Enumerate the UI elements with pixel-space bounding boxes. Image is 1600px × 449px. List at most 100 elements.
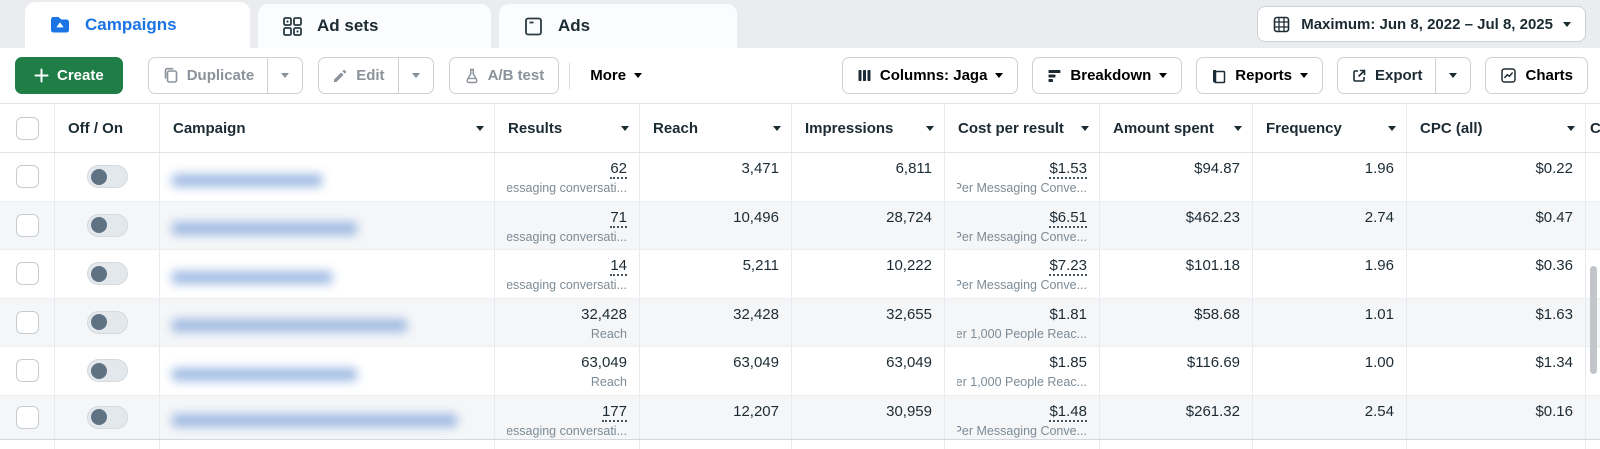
results-value: 63,049 — [581, 354, 627, 371]
edit-dropdown-button[interactable] — [397, 58, 433, 93]
edit-button-label: Edit — [356, 67, 385, 84]
header-results[interactable]: Results — [495, 104, 640, 152]
table-row[interactable]: 63,049 Reach 63,049 63,049 $1.85 Per 1,000… — [0, 347, 1600, 396]
cost-per-result-sub-label: Per 1,000 People Reac... — [957, 375, 1087, 389]
charts-button[interactable]: Charts — [1485, 57, 1588, 94]
results-value: 177 — [601, 402, 627, 422]
toggle-knob — [90, 265, 107, 282]
export-dropdown-button[interactable] — [1435, 58, 1470, 93]
chevron-down-icon — [995, 73, 1004, 78]
sort-caret-icon — [773, 125, 781, 131]
impressions-value: 6,811 — [895, 160, 932, 177]
duplicate-dropdown-button[interactable] — [267, 58, 302, 93]
cost-per-result-value: $1.85 — [1049, 354, 1087, 371]
columns-icon — [857, 68, 872, 83]
cpc-value: $0.16 — [1535, 402, 1573, 420]
table-row[interactable]: 14 Messaging conversati... 5,211 10,222 $… — [0, 250, 1600, 299]
cpc-value: $1.34 — [1535, 354, 1573, 371]
results-sub-label: Messaging conversati... — [507, 229, 627, 244]
table-row[interactable]: 32,428 Reach 32,428 32,655 $1.81 Per 1,000… — [0, 298, 1600, 347]
campaign-toggle[interactable] — [86, 310, 128, 334]
tab-ad-sets-label: Ad sets — [317, 16, 379, 35]
campaign-name-redacted[interactable] — [172, 173, 322, 187]
campaign-name-redacted[interactable] — [172, 270, 332, 284]
header-cpc-all[interactable]: CPC (all) — [1407, 104, 1586, 152]
campaign-name-redacted[interactable] — [172, 367, 357, 381]
tab-ads[interactable]: Ads — [499, 4, 737, 48]
cpc-value: $0.36 — [1535, 257, 1573, 274]
cost-per-result-value: $1.53 — [1049, 160, 1087, 179]
sort-caret-icon — [926, 125, 934, 131]
sort-caret-icon — [621, 125, 629, 131]
impressions-value: 28,724 — [886, 208, 932, 226]
campaign-toggle[interactable] — [86, 262, 128, 286]
chevron-down-icon — [1299, 73, 1308, 78]
ads-page-icon — [523, 16, 544, 37]
tab-ad-sets[interactable]: Ad sets — [258, 4, 491, 48]
toolbar-divider — [569, 62, 571, 89]
columns-button[interactable]: Columns: Jaga — [841, 57, 1019, 94]
cost-per-result-value: $6.51 — [1049, 208, 1087, 228]
cost-per-result-sub-label: Per Messaging Conve... — [957, 278, 1087, 292]
campaign-name-redacted[interactable] — [172, 414, 457, 427]
chevron-down-icon — [634, 73, 643, 78]
header-frequency[interactable]: Frequency — [1253, 104, 1407, 152]
header-impressions[interactable]: Impressions — [792, 104, 945, 152]
reach-value: 10,496 — [733, 208, 779, 226]
row-checkbox[interactable] — [15, 359, 39, 383]
row-checkbox[interactable] — [15, 405, 39, 429]
sort-caret-icon — [1081, 125, 1089, 131]
duplicate-split-button: Duplicate — [147, 57, 304, 94]
frequency-value: 1.96 — [1364, 257, 1394, 274]
ab-test-button[interactable]: A/B test — [448, 57, 560, 94]
reach-value: 63,049 — [733, 354, 779, 371]
partial-table-row — [0, 439, 1600, 449]
campaign-toggle[interactable] — [86, 213, 128, 237]
campaign-toggle[interactable] — [86, 359, 128, 383]
frequency-value: 2.74 — [1364, 208, 1394, 226]
ad-sets-grid-icon — [282, 16, 303, 37]
date-range-label: Maximum: Jun 8, 2022 – Jul 8, 2025 — [1301, 15, 1553, 33]
export-button[interactable]: Export — [1338, 58, 1436, 93]
tab-campaigns[interactable]: Campaigns — [25, 2, 250, 48]
row-checkbox[interactable] — [15, 213, 39, 237]
table-row[interactable]: 177 Messaging conversati... 12,207 30,959… — [0, 395, 1600, 439]
create-button[interactable]: Create — [15, 57, 123, 94]
date-range-button[interactable]: Maximum: Jun 8, 2022 – Jul 8, 2025 — [1257, 6, 1586, 42]
tab-campaigns-label: Campaigns — [85, 15, 177, 34]
edit-button[interactable]: Edit — [319, 58, 397, 93]
results-sub-label: Reach — [590, 326, 627, 341]
row-checkbox[interactable] — [15, 165, 39, 189]
cost-per-result-sub-label: Per 1,000 People Reac... — [957, 326, 1087, 341]
header-amount-spent[interactable]: Amount spent — [1100, 104, 1253, 152]
vertical-scrollbar-thumb[interactable] — [1590, 266, 1597, 374]
select-all-checkbox[interactable] — [15, 116, 39, 140]
more-button[interactable]: More — [580, 67, 652, 84]
cost-per-result-sub-label: Per Messaging Conve... — [957, 423, 1087, 438]
impressions-value: 10,222 — [886, 257, 932, 274]
campaign-name-redacted[interactable] — [172, 222, 357, 236]
header-cost-per-result[interactable]: Cost per result — [945, 104, 1100, 152]
cost-per-result-value: $7.23 — [1049, 257, 1087, 276]
row-checkbox[interactable] — [15, 262, 39, 286]
campaign-toggle[interactable] — [86, 165, 128, 189]
sort-caret-icon — [1234, 125, 1242, 131]
edit-split-button: Edit — [318, 57, 434, 94]
plus-icon — [34, 68, 49, 83]
header-campaign[interactable]: Campaign — [160, 104, 495, 152]
campaign-name-redacted[interactable] — [172, 319, 407, 333]
header-reach[interactable]: Reach — [640, 104, 792, 152]
results-value: 62 — [610, 160, 627, 179]
table-row[interactable]: 71 Messaging conversati... 10,496 28,724 … — [0, 201, 1600, 250]
table-row[interactable]: 62 Messaging conversati... 3,471 6,811 $1… — [0, 153, 1600, 202]
duplicate-button[interactable]: Duplicate — [149, 58, 268, 93]
toggle-knob — [90, 362, 107, 379]
more-button-label: More — [590, 67, 627, 84]
cost-per-result-value: $1.48 — [1049, 402, 1087, 422]
row-checkbox[interactable] — [15, 310, 39, 334]
reports-button[interactable]: Reports — [1196, 57, 1323, 94]
campaign-toggle[interactable] — [86, 405, 128, 429]
breakdown-button[interactable]: Breakdown — [1032, 57, 1183, 94]
cpc-value: $0.47 — [1535, 208, 1573, 226]
